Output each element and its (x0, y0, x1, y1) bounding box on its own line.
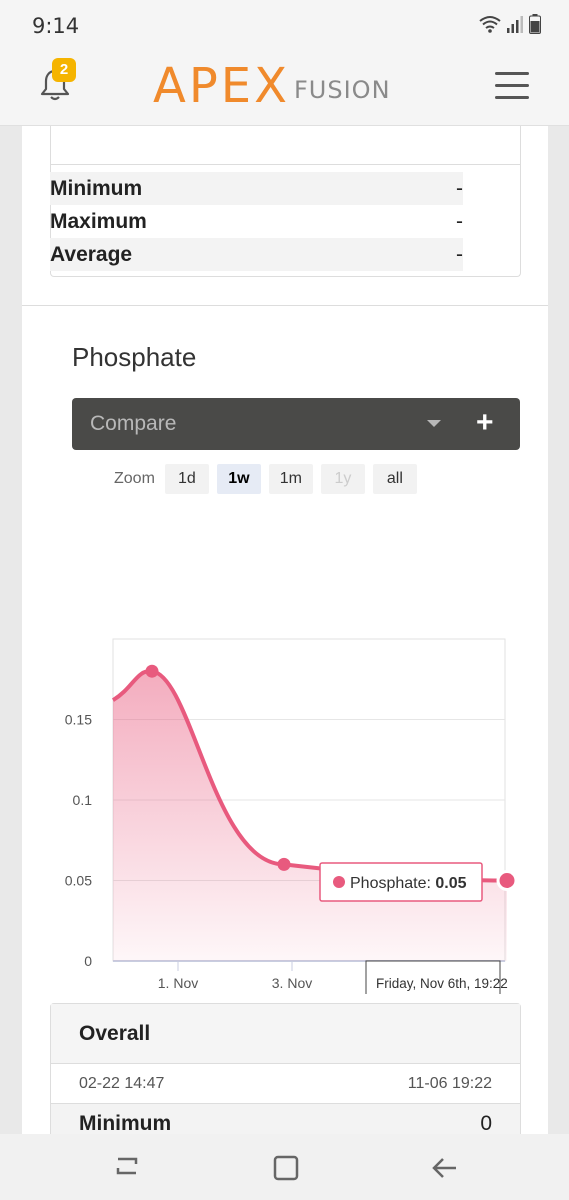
zoom-1y-button: 1y (320, 464, 365, 494)
y-tick-label: 0.1 (73, 792, 93, 808)
tooltip-marker (333, 876, 345, 888)
phosphate-chart[interactable]: 0 0.05 0.1 0.15 1. Nov 3. Nov Phosphate: 0.0… (22, 504, 548, 994)
chevron-down-icon[interactable] (427, 420, 441, 427)
notification-badge[interactable]: 2 (52, 58, 76, 82)
apex-fusion-logo[interactable]: APEX FUSION (153, 62, 391, 110)
zoom-all-button[interactable]: all (372, 464, 417, 494)
overall-row-minimum: Minimum 0 (51, 1104, 520, 1134)
zoom-1m-button[interactable]: 1m (268, 464, 313, 494)
overall-title: Overall (51, 1004, 520, 1064)
stat-row-average: Average - (50, 238, 463, 271)
series-point (277, 857, 291, 871)
stat-value: - (456, 242, 463, 266)
logo-fusion: FUSION (294, 76, 391, 104)
stat-value: 0 (480, 1112, 492, 1134)
stat-label: Minimum (79, 1112, 172, 1134)
series-point (496, 870, 518, 891)
series-area (113, 671, 507, 961)
tooltip-series: Phosphate (350, 875, 427, 892)
stat-label: Minimum (50, 176, 143, 200)
y-tick-label: 0.15 (65, 712, 92, 728)
stat-label: Maximum (50, 209, 147, 233)
tooltip-value: 0.05 (435, 875, 466, 892)
series-point (145, 664, 159, 678)
y-tick-label: 0 (84, 953, 92, 969)
app-header: 2 APEX FUSION (0, 46, 569, 126)
card-header-row (51, 126, 520, 165)
y-axis-labels: 0 0.05 0.1 0.15 (65, 712, 92, 970)
signal-icon (507, 16, 523, 33)
recent-apps-icon[interactable] (112, 1156, 142, 1180)
status-time: 9:14 (32, 14, 80, 38)
status-icons (479, 14, 541, 34)
hamburger-menu-icon[interactable] (495, 72, 529, 100)
home-icon[interactable] (272, 1154, 300, 1182)
y-tick-label: 0.05 (65, 873, 92, 889)
zoom-bar: Zoom 1d 1w 1m 1y all (114, 464, 417, 494)
main-panel: Minimum - Maximum - Average - Phosphate … (22, 126, 548, 1134)
battery-icon (529, 14, 541, 34)
zoom-1w-button[interactable]: 1w (216, 464, 261, 494)
chart-tooltip: Phosphate: 0.05 (319, 862, 483, 902)
wifi-icon (479, 16, 501, 33)
status-bar: 9:14 (0, 0, 569, 46)
overall-start: 02-22 14:47 (79, 1074, 165, 1092)
x-axis-labels: 1. Nov 3. Nov (158, 961, 312, 991)
series-points (145, 664, 518, 891)
x-axis-tooltip: Friday, Nov 6th, 19:22 (365, 960, 508, 994)
stat-value: - (456, 209, 463, 233)
overall-card: Overall 02-22 14:47 11-06 19:22 Minimum … (50, 1003, 521, 1134)
section-divider (22, 305, 548, 306)
tooltip-date: Friday, Nov 6th, 19:22 (376, 976, 508, 991)
logo-apex: APEX (153, 58, 290, 114)
system-nav-bar (0, 1134, 569, 1200)
stat-value: - (456, 176, 463, 200)
zoom-1d-button[interactable]: 1d (164, 464, 209, 494)
overall-date-range: 02-22 14:47 11-06 19:22 (51, 1064, 520, 1104)
stat-row-minimum: Minimum - (50, 172, 463, 205)
zoom-label: Zoom (114, 470, 155, 487)
x-tick-label: 1. Nov (158, 975, 198, 991)
stat-row-maximum: Maximum - (50, 205, 463, 238)
section-title: Phosphate (72, 342, 197, 372)
back-icon[interactable] (430, 1154, 460, 1182)
compare-placeholder: Compare (90, 412, 177, 435)
add-icon[interactable]: + (476, 406, 494, 439)
overall-end: 11-06 19:22 (407, 1074, 492, 1092)
compare-dropdown[interactable]: Compare + (72, 398, 520, 450)
x-tick-label: 3. Nov (272, 975, 312, 991)
stat-label: Average (50, 242, 133, 266)
svg-text:Phosphate: 0.05: Phosphate: 0.05 (350, 875, 467, 892)
